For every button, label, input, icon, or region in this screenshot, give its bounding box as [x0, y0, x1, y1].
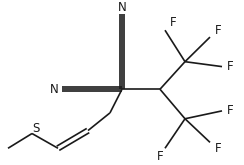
Text: F: F — [215, 24, 221, 37]
Text: F: F — [215, 142, 221, 155]
Text: F: F — [227, 60, 233, 73]
Text: N: N — [118, 1, 126, 14]
Text: F: F — [170, 16, 176, 29]
Text: F: F — [227, 104, 233, 117]
Text: S: S — [32, 122, 40, 135]
Text: N: N — [50, 83, 58, 96]
Text: F: F — [157, 150, 163, 163]
